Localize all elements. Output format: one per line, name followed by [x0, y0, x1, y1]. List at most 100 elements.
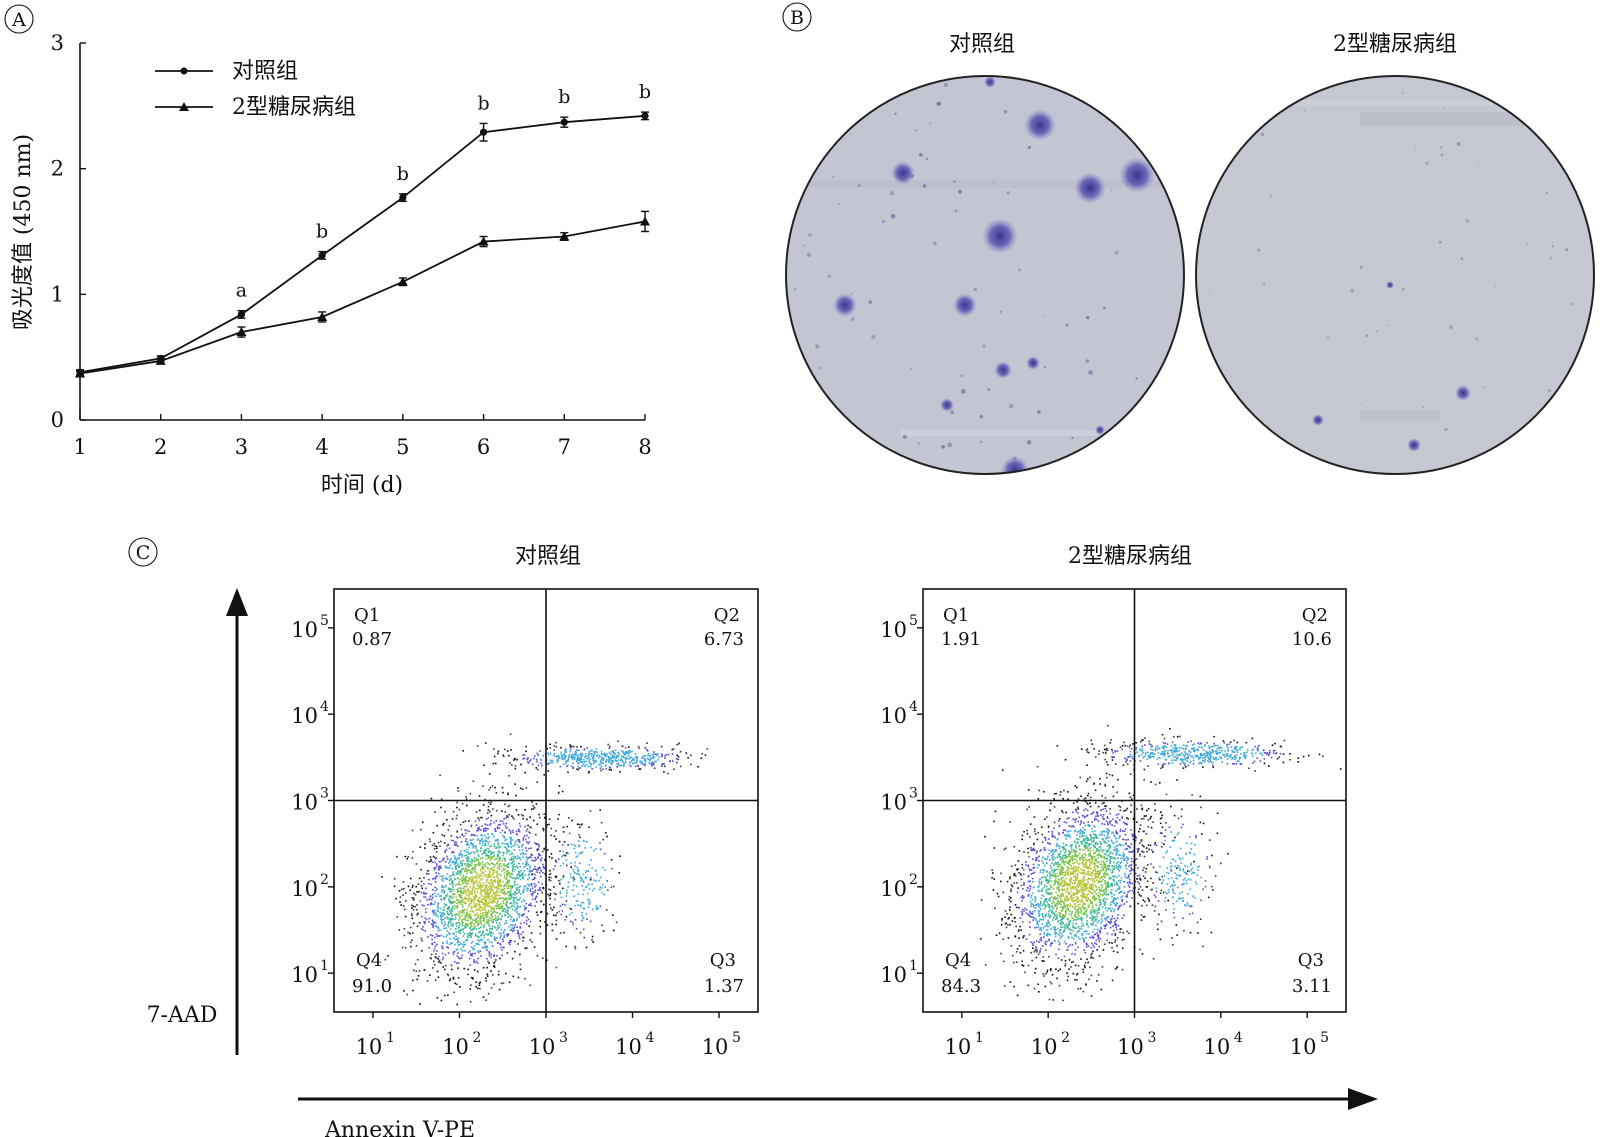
event-dot [608, 761, 610, 764]
event-dot [466, 932, 469, 935]
event-dot [470, 864, 473, 866]
event-dot [459, 932, 462, 935]
event-dot [497, 916, 499, 918]
event-dot [1115, 902, 1118, 904]
event-dot [612, 885, 615, 888]
event-dot [529, 890, 532, 892]
event-dot [513, 849, 516, 851]
event-dot [506, 843, 509, 845]
event-dot [622, 761, 625, 764]
speck [1043, 365, 1047, 369]
event-dot [501, 907, 503, 909]
event-dot [542, 871, 544, 874]
event-dot [504, 824, 507, 827]
event-dot [506, 901, 508, 904]
event-dot [461, 879, 463, 882]
event-dot [1093, 891, 1096, 894]
event-dot [577, 765, 580, 768]
event-dot [511, 862, 513, 864]
speck [1008, 403, 1014, 409]
event-dot [492, 884, 495, 887]
event-dot [628, 746, 630, 748]
event-dot [578, 759, 580, 762]
event-dot [440, 895, 442, 897]
event-dot [381, 876, 383, 878]
event-dot [488, 902, 490, 905]
event-dot [469, 897, 472, 900]
event-dot [628, 763, 631, 766]
event-dot [1080, 885, 1082, 887]
event-dot [517, 866, 519, 869]
event-dot [459, 986, 461, 988]
event-dot [519, 825, 522, 828]
event-dot [1059, 968, 1061, 971]
event-dot [644, 759, 647, 761]
event-dot [606, 758, 608, 761]
event-dot [412, 989, 414, 992]
event-dot [448, 943, 451, 946]
event-dot [513, 929, 515, 932]
event-dot [478, 905, 481, 907]
event-dot [1033, 871, 1036, 874]
event-dot [520, 933, 522, 936]
event-dot [455, 896, 457, 899]
significance-label: b [639, 81, 651, 103]
event-dot [1098, 892, 1101, 894]
event-dot [496, 942, 499, 944]
event-dot [497, 851, 500, 854]
event-dot [475, 935, 477, 937]
event-dot [603, 893, 605, 896]
event-dot [403, 934, 406, 937]
event-dot [486, 903, 488, 905]
event-dot [1091, 830, 1094, 833]
event-dot [607, 889, 609, 891]
event-dot [595, 848, 597, 850]
data-point [641, 112, 649, 120]
event-dot [485, 830, 487, 832]
event-dot [527, 874, 530, 876]
event-dot [1041, 915, 1044, 917]
event-dot [1131, 897, 1133, 899]
event-dot [489, 856, 491, 858]
event-dot [1149, 817, 1152, 820]
event-dot [497, 838, 499, 841]
event-dot [462, 950, 464, 952]
event-dot [410, 945, 412, 948]
event-dot [1051, 869, 1054, 871]
event-dot [1037, 864, 1040, 866]
event-dot [536, 752, 539, 755]
event-dot [509, 885, 512, 887]
event-dot [486, 966, 488, 969]
event-dot [1015, 925, 1017, 928]
event-dot [546, 747, 548, 750]
event-dot [416, 904, 418, 906]
event-dot [1134, 835, 1137, 838]
event-dot [1134, 880, 1137, 883]
event-dot [505, 838, 508, 841]
event-dot [495, 820, 498, 822]
panel-c-flow-cytometry: C 7-AAD Annexin V-PE 对照组 2型糖尿病组 10 1 10 2 10… [128, 537, 1378, 1137]
speck [1476, 164, 1479, 167]
event-dot [442, 880, 444, 882]
event-dot [661, 765, 663, 767]
panel-c-letter: C [136, 542, 151, 564]
event-dot [475, 981, 477, 983]
event-dot [580, 824, 582, 826]
event-dot [1101, 838, 1103, 840]
event-dot [485, 849, 488, 852]
event-dot [631, 760, 633, 762]
event-dot [1072, 885, 1075, 888]
event-dot [473, 852, 476, 855]
event-dot [496, 827, 499, 830]
event-dot [473, 898, 475, 901]
event-dot [473, 881, 476, 883]
event-dot [443, 857, 445, 860]
event-dot [429, 934, 432, 936]
event-dot [564, 904, 566, 906]
event-dot [443, 924, 445, 927]
event-dot [1030, 873, 1033, 875]
event-dot [508, 775, 510, 777]
event-dot [449, 900, 451, 903]
event-dot [470, 901, 473, 904]
event-dot [525, 853, 527, 855]
